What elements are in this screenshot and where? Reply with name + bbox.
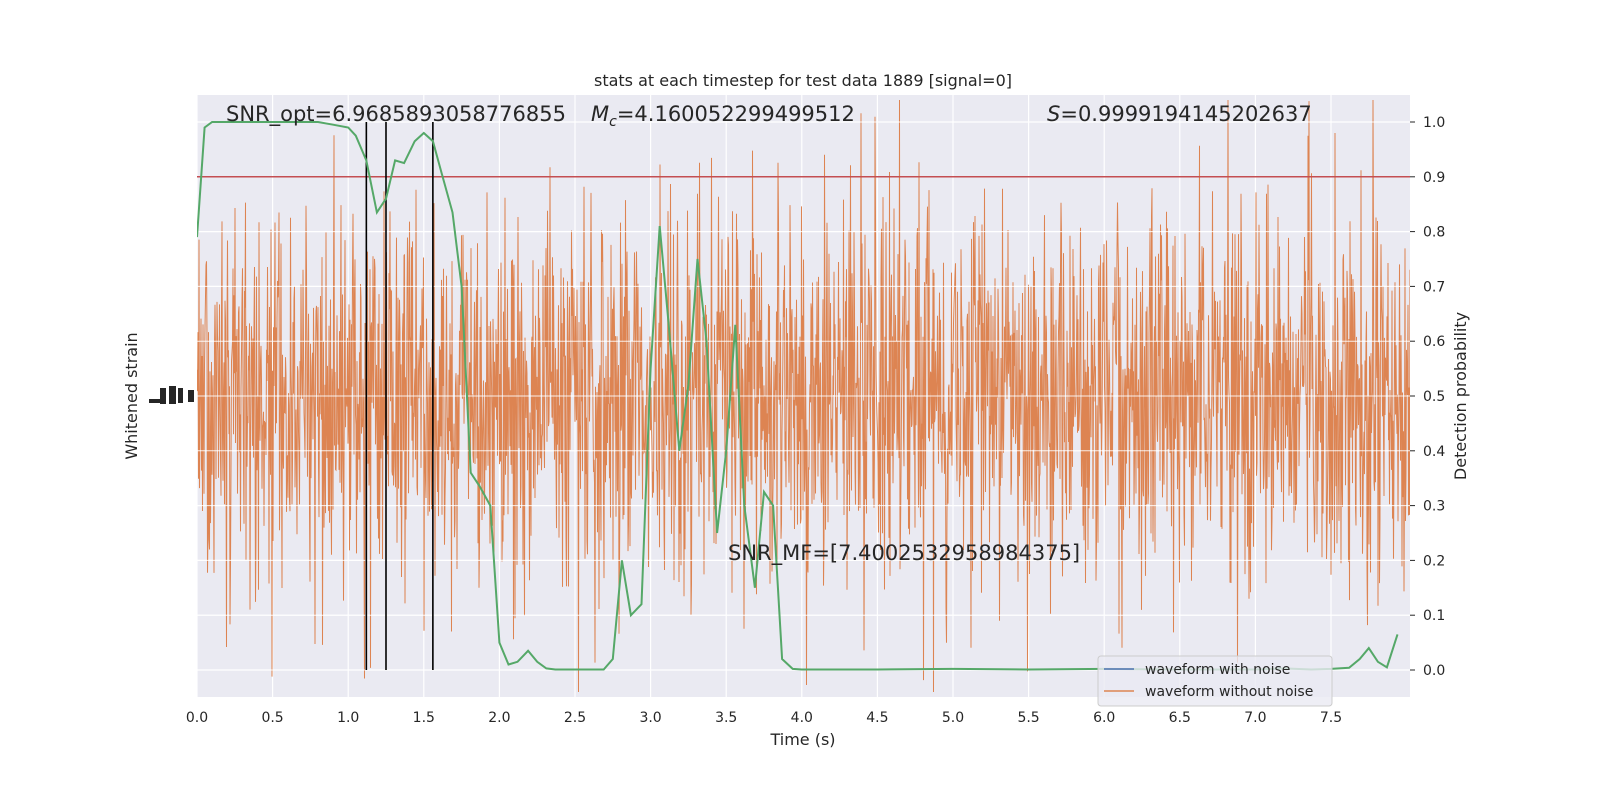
vertical-lines [365,122,434,670]
y-tick-label: 0.7 [1423,279,1445,295]
x-tick-label: 3.0 [639,710,661,726]
snr-mf-annotation: SNR_MF=[7.4002532958984375] [728,541,1080,566]
x-tick-label: 0.0 [186,710,208,726]
legend-label-without-noise: waveform without noise [1145,684,1313,700]
x-axis-label: Time (s) [769,730,835,749]
y-tick-label: 0.1 [1423,608,1445,624]
x-tick-label: 2.5 [564,710,586,726]
y-tick-label: 0.8 [1423,225,1445,241]
x-tick-label: 6.5 [1169,710,1191,726]
x-tick-label: 7.0 [1244,710,1266,726]
detection-probability-line [197,121,1399,671]
y-tick-label: 0.4 [1423,444,1445,460]
chirp-mass-annotation: Mc=4.160052299499512 [591,102,855,130]
x-tick-label: 5.0 [942,710,964,726]
y-tick-label: 0.5 [1423,389,1445,405]
y-ticks-right: 0.0 0.1 0.2 0.3 0.4 0.5 0.6 0.7 0.8 0.9 1.0 [1410,115,1445,679]
x-tick-label: 4.5 [866,710,888,726]
y-tick-label: 0.6 [1423,334,1445,350]
x-ticks: 0.0 0.5 1.0 1.5 2.0 2.5 3.0 3.5 4.0 4.5 5.0 5.5 6.0 6… [186,710,1342,726]
chart-title: stats at each timestep for test data 188… [594,71,1012,90]
left-axis-tick-glyphs [149,386,194,404]
y-axis-label-right: Detection probability [1451,312,1470,480]
x-tick-label: 7.5 [1320,710,1342,726]
strain-trace-without-noise [197,99,1410,693]
overlap-annotation: S=0.9999194145202637 [1047,102,1312,126]
x-tick-label: 1.0 [337,710,359,726]
legend: waveform with noise waveform without noi… [1097,655,1333,707]
x-tick-label: 2.0 [488,710,510,726]
x-tick-label: 1.5 [413,710,435,726]
legend-label-with-noise: waveform with noise [1145,662,1290,678]
y-tick-label: 1.0 [1423,115,1445,131]
y-tick-label: 0.9 [1423,170,1445,186]
y-axis-label-left: Whitened strain [122,332,141,459]
probability-series [197,121,1399,671]
x-tick-label: 3.5 [715,710,737,726]
x-tick-label: 5.5 [1017,710,1039,726]
y-tick-label: 0.2 [1423,553,1445,569]
x-tick-label: 4.0 [791,710,813,726]
x-tick-label: 0.5 [261,710,283,726]
y-tick-label: 0.0 [1423,663,1445,679]
x-tick-label: 6.0 [1093,710,1115,726]
snr-opt-annotation: SNR_opt=6.9685893058776855 [226,102,566,127]
y-tick-label: 0.3 [1423,499,1445,515]
